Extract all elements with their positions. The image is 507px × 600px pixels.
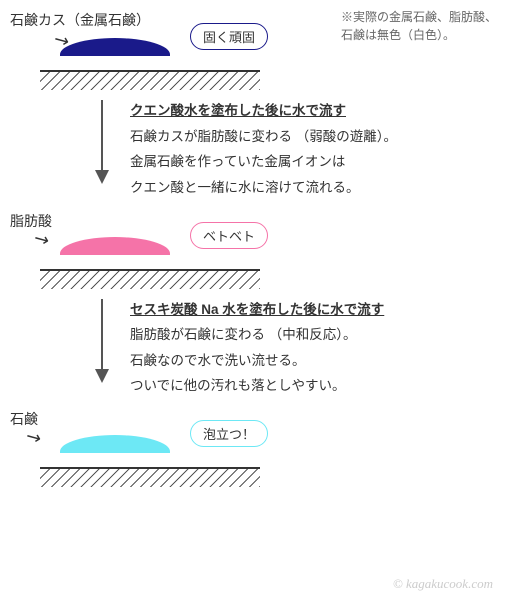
surface-line [40, 269, 260, 271]
transition2-line3: ついでに他の汚れも落としやすい。 [130, 373, 384, 399]
transition2-line1: 脂肪酸が石鹸に変わる （中和反応）。 [130, 322, 384, 348]
transition1-line1: 石鹸カスが脂肪酸に変わる （弱酸の遊離）。 [130, 124, 397, 150]
transition1-title: クエン酸水を塗布した後に水で流す [130, 98, 397, 124]
transition2-title: セスキ炭酸 Na 水を塗布した後に水で流す [130, 297, 384, 323]
stage2-label: 脂肪酸 [10, 211, 52, 231]
down-arrow-icon [90, 297, 114, 383]
speech-bubble-3: 泡立つ！ [190, 420, 268, 447]
surface-line [40, 467, 260, 469]
speech1-text: 固く頑固 [203, 30, 255, 45]
stage-soap: 石鹸 ↘ 泡立つ！ [10, 409, 497, 487]
speech2-text: ベトベト [203, 229, 255, 244]
surface-line [40, 70, 260, 72]
stage1-label: 石鹸カス（金属石鹸） [10, 10, 150, 30]
blob-soap [60, 435, 170, 453]
watermark: © kagakucook.com [393, 576, 493, 592]
speech-bubble-1: 固く頑固 [190, 23, 268, 50]
surface-hatch [40, 271, 260, 289]
stage-soap-scum: 石鹸カス（金属石鹸） ↘ 固く頑固 [10, 10, 497, 90]
transition-1: クエン酸水を塗布した後に水で流す 石鹸カスが脂肪酸に変わる （弱酸の遊離）。 金… [90, 98, 497, 201]
blob-soap-scum [60, 38, 170, 56]
speech-bubble-2: ベトベト [190, 222, 268, 249]
surface-hatch [40, 72, 260, 90]
stage-fatty-acid: 脂肪酸 ↘ ベトベト [10, 211, 497, 289]
transition2-line2: 石鹸なので水で洗い流せる。 [130, 348, 384, 374]
down-arrow-icon [90, 98, 114, 184]
transition1-line3: クエン酸と一緒に水に溶けて流れる。 [130, 175, 397, 201]
blob-fatty-acid [60, 237, 170, 255]
surface-hatch [40, 469, 260, 487]
transition1-line2: 金属石鹸を作っていた金属イオンは [130, 149, 397, 175]
transition-2: セスキ炭酸 Na 水を塗布した後に水で流す 脂肪酸が石鹸に変わる （中和反応）。… [90, 297, 497, 400]
transition2-text: セスキ炭酸 Na 水を塗布した後に水で流す 脂肪酸が石鹸に変わる （中和反応）。… [130, 297, 384, 400]
transition1-text: クエン酸水を塗布した後に水で流す 石鹸カスが脂肪酸に変わる （弱酸の遊離）。 金… [130, 98, 397, 201]
speech3-text: 泡立つ！ [203, 427, 255, 442]
